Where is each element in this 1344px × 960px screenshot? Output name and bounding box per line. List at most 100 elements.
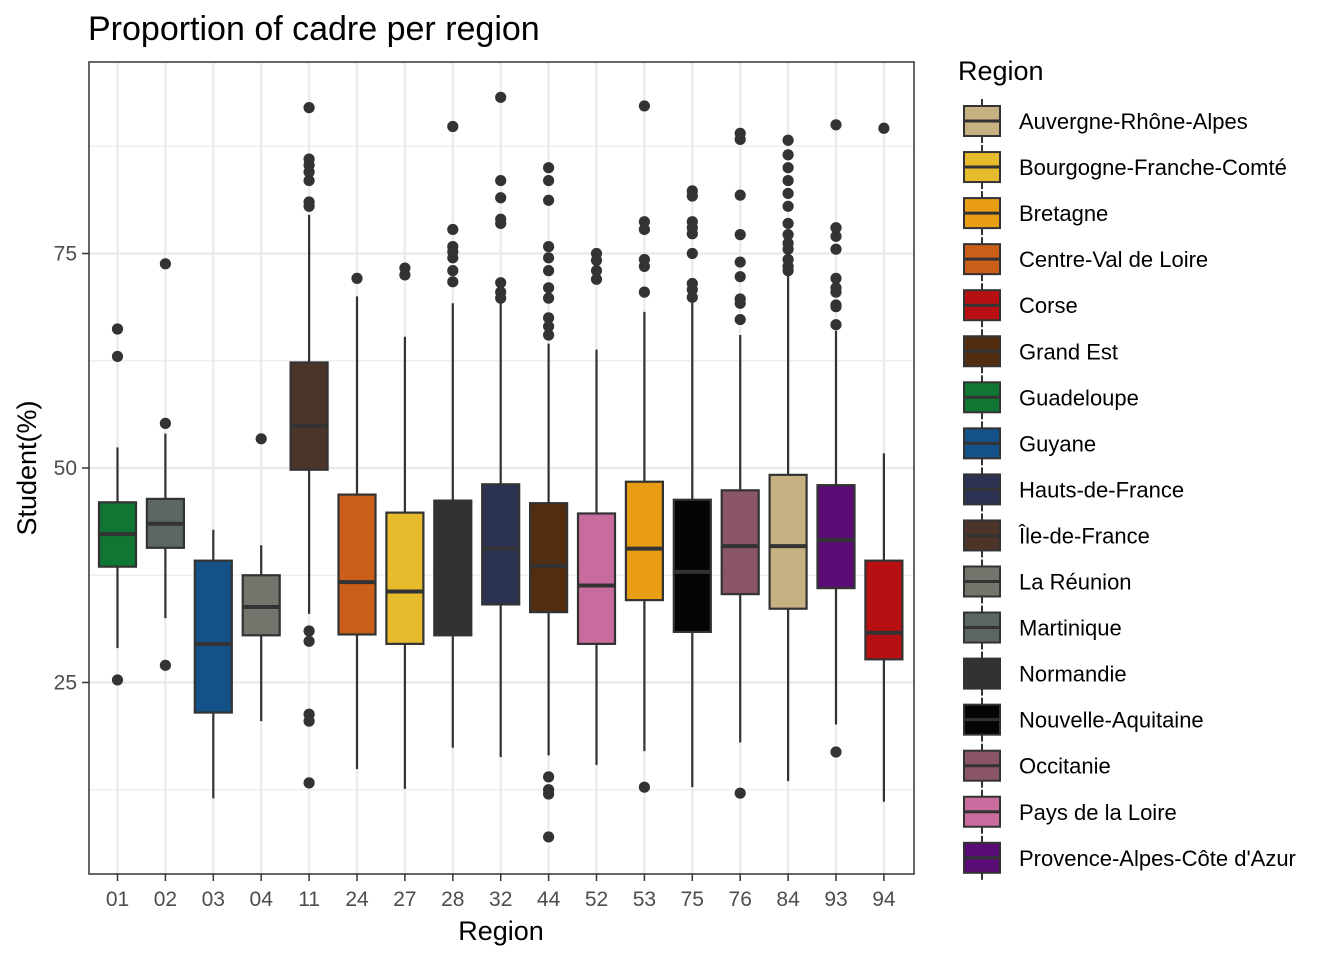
legend-label: Pays de la Loire xyxy=(1019,800,1177,825)
outlier-point xyxy=(495,192,507,204)
outlier-point xyxy=(782,229,794,241)
legend-item: Normandie xyxy=(963,651,1127,696)
box-27 xyxy=(385,262,425,789)
outlier-point xyxy=(638,216,651,228)
box-93 xyxy=(816,119,856,758)
outlier-point xyxy=(782,243,794,255)
box-76 xyxy=(720,127,760,799)
outlier-point xyxy=(734,297,746,309)
outlier-point xyxy=(782,187,794,200)
legend-item: Guadeloupe xyxy=(963,375,1139,420)
legend-label: La Réunion xyxy=(1019,570,1132,595)
box-94 xyxy=(864,122,904,802)
outlier-point xyxy=(303,166,315,178)
outlier-point xyxy=(303,777,315,789)
legend-label: Corse xyxy=(1019,293,1078,318)
outlier-point xyxy=(543,292,555,304)
outlier-point xyxy=(543,241,555,253)
legend: Region Auvergne-Rhône-Alpes Bourgogne-Fra… xyxy=(958,56,1296,880)
outlier-point xyxy=(734,133,746,145)
box-52 xyxy=(576,247,617,765)
box-53 xyxy=(624,100,665,793)
outlier-point xyxy=(830,286,842,298)
legend-label: Bretagne xyxy=(1019,201,1108,226)
outlier-point xyxy=(543,329,555,341)
box-03 xyxy=(193,529,233,799)
x-tick-label: 04 xyxy=(250,888,274,911)
box-75 xyxy=(672,185,712,788)
legend-item: Île-de-France xyxy=(963,513,1150,558)
outlier-point xyxy=(830,119,842,131)
outlier-point xyxy=(303,174,315,187)
outlier-point xyxy=(638,223,651,236)
x-tick-label: 76 xyxy=(729,888,752,911)
outlier-point xyxy=(782,265,794,277)
outlier-point xyxy=(782,217,794,230)
outlier-point xyxy=(495,174,507,187)
outlier-point xyxy=(399,269,411,281)
legend-item: Hauts-de-France xyxy=(963,467,1184,512)
legend-label: Bourgogne-Franche-Comté xyxy=(1019,155,1287,180)
box-01 xyxy=(97,323,138,686)
legend-item: Provence-Alpes-Côte d'Azur xyxy=(963,835,1296,880)
legend-item: Grand Est xyxy=(963,329,1118,374)
x-tick-label: 53 xyxy=(633,888,656,911)
outlier-point xyxy=(255,433,267,445)
outlier-point xyxy=(782,149,794,161)
outlier-point xyxy=(878,122,890,134)
outlier-point xyxy=(543,252,555,264)
legend-label: Occitanie xyxy=(1019,754,1111,779)
box-iqr xyxy=(289,361,329,471)
box-iqr xyxy=(337,493,377,636)
outlier-point xyxy=(590,254,603,266)
legend-item: La Réunion xyxy=(963,559,1132,604)
outlier-point xyxy=(495,277,507,289)
outlier-point xyxy=(782,200,794,212)
box-iqr xyxy=(816,484,856,590)
plot-panel xyxy=(88,61,915,875)
outlier-point xyxy=(543,320,555,333)
legend-label: Grand Est xyxy=(1019,339,1118,364)
outlier-point xyxy=(543,174,555,187)
outlier-point xyxy=(159,417,171,429)
outlier-point xyxy=(830,746,842,758)
x-tick-label: 03 xyxy=(202,888,225,911)
box-28 xyxy=(433,120,473,748)
outlier-point xyxy=(447,120,459,133)
outlier-point xyxy=(638,781,651,793)
outlier-point xyxy=(734,189,746,201)
box-iqr xyxy=(528,502,569,614)
legend-title: Region xyxy=(958,56,1044,86)
x-tick-label: 94 xyxy=(872,888,896,911)
outlier-point xyxy=(638,286,651,298)
legend-label: Guyane xyxy=(1019,431,1096,456)
box-24 xyxy=(337,272,377,770)
outlier-point xyxy=(830,230,842,242)
box-iqr xyxy=(768,473,808,610)
outlier-point xyxy=(543,831,555,843)
box-iqr xyxy=(385,511,425,645)
legend-item: Occitanie xyxy=(963,743,1111,788)
box-iqr xyxy=(624,480,665,602)
outlier-point xyxy=(734,256,746,268)
outlier-point xyxy=(830,222,842,234)
box-iqr xyxy=(193,559,233,714)
outlier-point xyxy=(782,162,794,174)
outlier-point xyxy=(303,625,315,637)
outlier-point xyxy=(303,715,315,727)
x-tick-label: 11 xyxy=(298,888,320,911)
outlier-point xyxy=(159,258,171,270)
box-04 xyxy=(241,433,281,722)
outlier-point xyxy=(543,282,555,294)
outlier-point xyxy=(111,674,124,686)
box-iqr xyxy=(433,499,473,637)
legend-label: Guadeloupe xyxy=(1019,385,1139,410)
legend-label: Île-de-France xyxy=(1018,523,1150,548)
y-tick-label: 75 xyxy=(54,243,77,266)
box-11 xyxy=(289,102,329,789)
y-tick-label: 50 xyxy=(54,457,77,480)
y-axis: 25 50 75 xyxy=(54,243,89,695)
box-iqr xyxy=(576,512,617,645)
x-axis: 01 02 03 04 11 24 27 28 32 44 52 53 75 76 84 93 94 xyxy=(106,874,896,911)
outlier-point xyxy=(734,313,746,326)
